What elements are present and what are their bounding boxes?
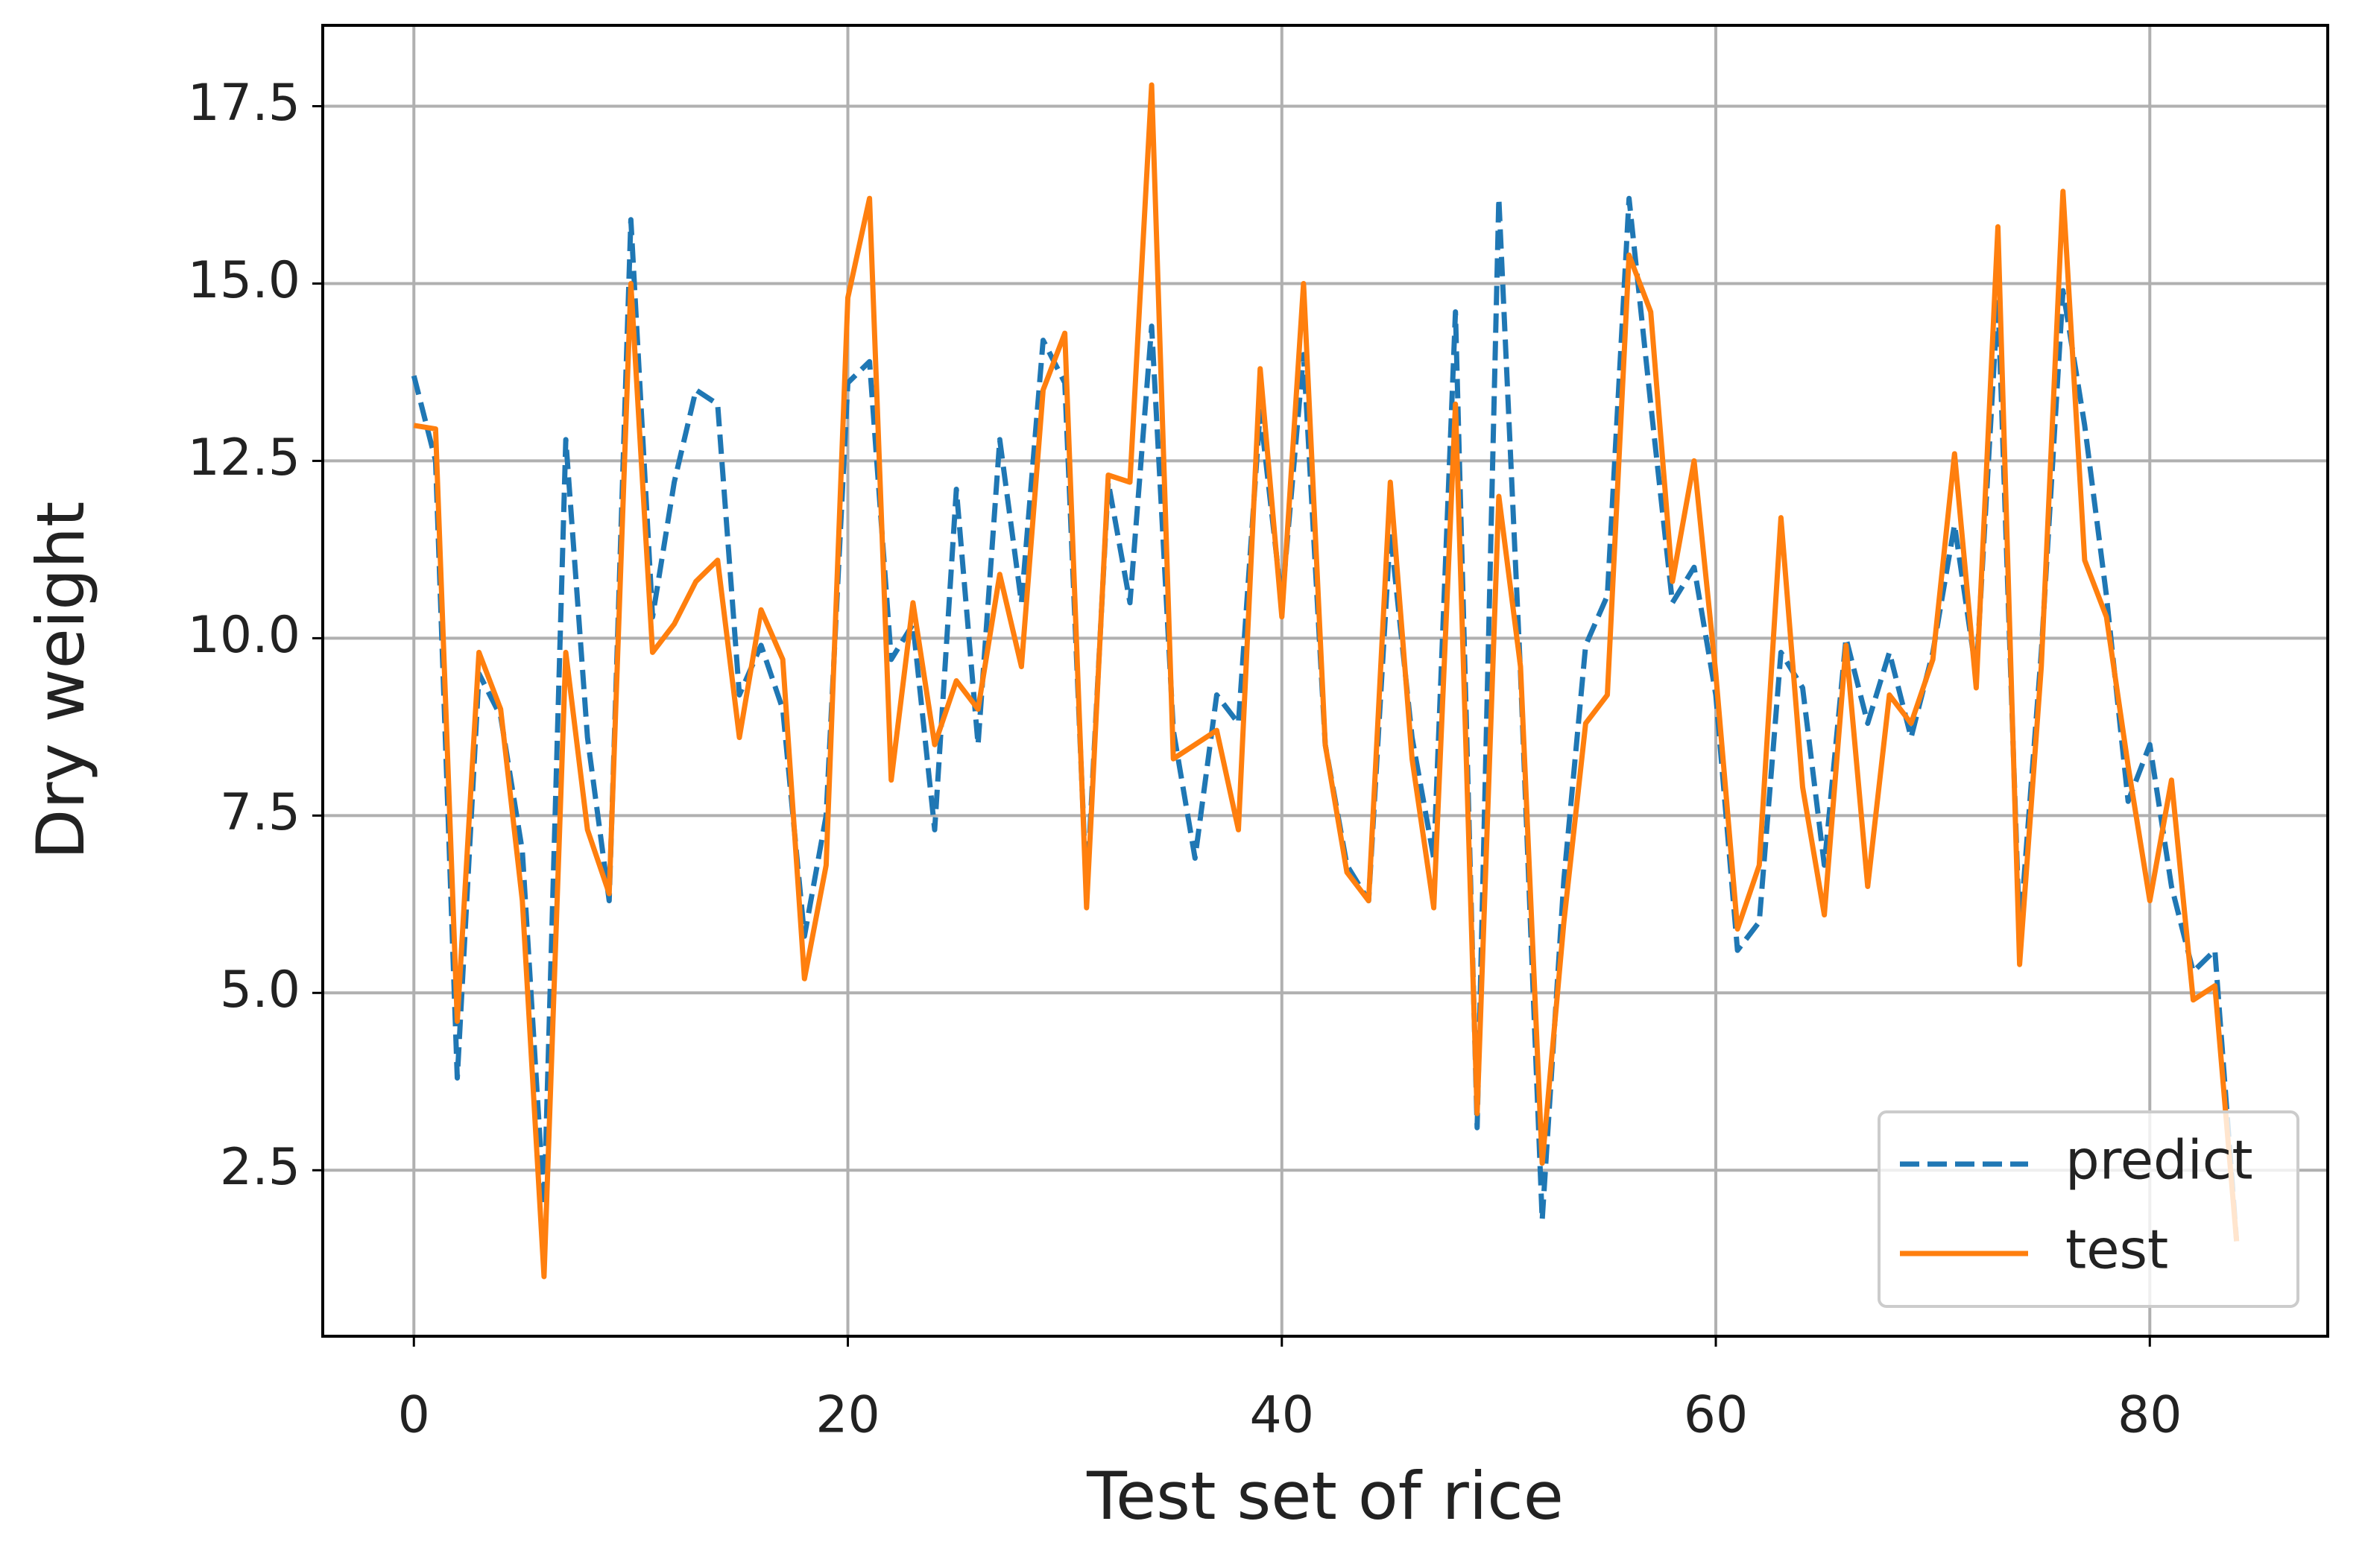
data-line	[413, 82, 2240, 1280]
legend-label: test	[2065, 1218, 2168, 1281]
y-axis-label: Dry weight	[22, 502, 99, 860]
x-axis-label: Test set of rice	[1086, 1458, 1564, 1534]
y-tick-label: 5.0	[220, 961, 300, 1019]
x-tick-label: 40	[1250, 1386, 1315, 1445]
y-tick-label: 10.0	[188, 606, 300, 665]
legend-box	[1878, 1110, 2299, 1308]
y-tick-label: 12.5	[188, 429, 300, 487]
axes-frame	[321, 24, 2329, 1338]
x-tick-label: 80	[2118, 1386, 2182, 1445]
y-tick-label: 15.0	[188, 251, 300, 310]
y-tick-label: 17.5	[188, 74, 300, 133]
legend-label: predict	[2065, 1129, 2253, 1192]
legend: predict test	[1878, 1110, 2299, 1308]
x-tick-label: 0	[398, 1386, 430, 1445]
x-tick-label: 20	[815, 1386, 880, 1445]
x-tick-label: 60	[1684, 1386, 1749, 1445]
y-tick-label: 7.5	[220, 783, 300, 842]
y-tick-label: 2.5	[220, 1138, 300, 1197]
